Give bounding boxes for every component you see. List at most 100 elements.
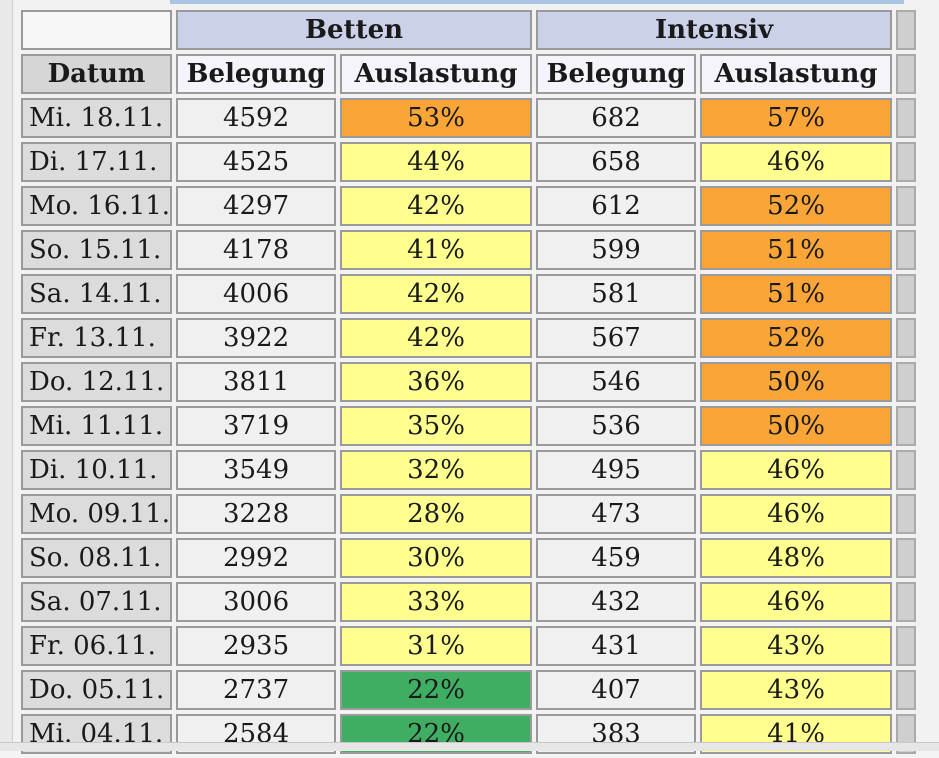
header-top-strip xyxy=(170,0,904,4)
datum-cell: Di. 10.11. xyxy=(21,450,173,490)
scroll-cell xyxy=(896,186,917,226)
intensiv-belegung-cell: 599 xyxy=(536,230,697,270)
intensiv-auslastung-cell: 43% xyxy=(700,626,893,666)
header-intensiv-belegung[interactable]: Belegung xyxy=(536,54,697,94)
header-intensiv-auslastung[interactable]: Auslastung xyxy=(700,54,893,94)
table-row: Sa. 07.11. 3006 33% 432 46% xyxy=(21,582,917,622)
intensiv-belegung-cell: 473 xyxy=(536,494,697,534)
datum-cell: Mi. 18.11. xyxy=(21,98,173,138)
datum-cell: Fr. 06.11. xyxy=(21,626,173,666)
intensiv-auslastung-cell: 50% xyxy=(700,362,893,402)
scroll-cell xyxy=(896,626,917,666)
betten-auslastung-cell: 42% xyxy=(340,186,533,226)
intensiv-auslastung-cell: 46% xyxy=(700,582,893,622)
intensiv-auslastung-cell: 48% xyxy=(700,538,893,578)
datum-cell: Sa. 07.11. xyxy=(21,582,173,622)
datum-cell: So. 08.11. xyxy=(21,538,173,578)
table-row: So. 15.11. 4178 41% 599 51% xyxy=(21,230,917,270)
betten-auslastung-cell: 53% xyxy=(340,98,533,138)
intensiv-belegung-cell: 682 xyxy=(536,98,697,138)
intensiv-belegung-cell: 546 xyxy=(536,362,697,402)
betten-auslastung-cell: 31% xyxy=(340,626,533,666)
scroll-cell xyxy=(896,670,917,710)
betten-auslastung-cell: 28% xyxy=(340,494,533,534)
scroll-cell xyxy=(896,54,917,94)
scroll-cell xyxy=(896,582,917,622)
occupancy-table: Betten Intensiv Datum Belegung Auslastun… xyxy=(17,6,920,758)
betten-belegung-cell: 3006 xyxy=(176,582,337,622)
header-betten-belegung[interactable]: Belegung xyxy=(176,54,337,94)
betten-auslastung-cell: 22% xyxy=(340,670,533,710)
intensiv-auslastung-cell: 51% xyxy=(700,230,893,270)
betten-belegung-cell: 4592 xyxy=(176,98,337,138)
table-row: Mi. 11.11. 3719 35% 536 50% xyxy=(21,406,917,446)
scroll-cell xyxy=(896,406,917,446)
betten-auslastung-cell: 35% xyxy=(340,406,533,446)
scroll-cell xyxy=(896,538,917,578)
betten-belegung-cell: 4178 xyxy=(176,230,337,270)
intensiv-auslastung-cell: 57% xyxy=(700,98,893,138)
intensiv-belegung-cell: 495 xyxy=(536,450,697,490)
intensiv-auslastung-cell: 50% xyxy=(700,406,893,446)
intensiv-auslastung-cell: 52% xyxy=(700,186,893,226)
intensiv-belegung-cell: 581 xyxy=(536,274,697,314)
scroll-cell xyxy=(896,142,917,182)
betten-belegung-cell: 3811 xyxy=(176,362,337,402)
scroll-cell xyxy=(896,98,917,138)
scroll-cell xyxy=(896,362,917,402)
group-header-intensiv: Intensiv xyxy=(536,10,893,50)
table-row: So. 08.11. 2992 30% 459 48% xyxy=(21,538,917,578)
betten-auslastung-cell: 33% xyxy=(340,582,533,622)
table-row: Mo. 09.11. 3228 28% 473 46% xyxy=(21,494,917,534)
intensiv-auslastung-cell: 46% xyxy=(700,450,893,490)
betten-belegung-cell: 2992 xyxy=(176,538,337,578)
scroll-cell xyxy=(896,318,917,358)
table-row: Do. 12.11. 3811 36% 546 50% xyxy=(21,362,917,402)
datum-cell: Fr. 13.11. xyxy=(21,318,173,358)
betten-auslastung-cell: 42% xyxy=(340,274,533,314)
scroll-cell xyxy=(896,230,917,270)
table-row: Mo. 16.11. 4297 42% 612 52% xyxy=(21,186,917,226)
datum-cell: Mo. 09.11. xyxy=(21,494,173,534)
datum-cell: Di. 17.11. xyxy=(21,142,173,182)
datum-cell: Sa. 14.11. xyxy=(21,274,173,314)
bottom-edge xyxy=(0,742,939,751)
intensiv-belegung-cell: 658 xyxy=(536,142,697,182)
betten-belegung-cell: 4006 xyxy=(176,274,337,314)
header-datum[interactable]: Datum xyxy=(21,54,173,94)
table-body: Mi. 18.11. 4592 53% 682 57% Di. 17.11. 4525 44%… xyxy=(21,98,917,754)
intensiv-auslastung-cell: 46% xyxy=(700,142,893,182)
intensiv-auslastung-cell: 52% xyxy=(700,318,893,358)
table-row: Mi. 18.11. 4592 53% 682 57% xyxy=(21,98,917,138)
corner-cell xyxy=(21,10,173,50)
table-row: Di. 10.11. 3549 32% 495 46% xyxy=(21,450,917,490)
betten-auslastung-cell: 41% xyxy=(340,230,533,270)
intensiv-belegung-cell: 567 xyxy=(536,318,697,358)
header-betten-auslastung[interactable]: Auslastung xyxy=(340,54,533,94)
intensiv-belegung-cell: 432 xyxy=(536,582,697,622)
intensiv-auslastung-cell: 43% xyxy=(700,670,893,710)
intensiv-belegung-cell: 612 xyxy=(536,186,697,226)
datum-cell: Do. 12.11. xyxy=(21,362,173,402)
table-row: Fr. 06.11. 2935 31% 431 43% xyxy=(21,626,917,666)
left-edge xyxy=(0,0,13,750)
intensiv-auslastung-cell: 51% xyxy=(700,274,893,314)
betten-auslastung-cell: 42% xyxy=(340,318,533,358)
betten-belegung-cell: 3922 xyxy=(176,318,337,358)
scroll-cell xyxy=(896,450,917,490)
scroll-cell xyxy=(896,494,917,534)
table-row: Fr. 13.11. 3922 42% 567 52% xyxy=(21,318,917,358)
betten-belegung-cell: 3719 xyxy=(176,406,337,446)
scroll-cell xyxy=(896,274,917,314)
betten-auslastung-cell: 32% xyxy=(340,450,533,490)
datum-cell: Do. 05.11. xyxy=(21,670,173,710)
table-row: Do. 05.11. 2737 22% 407 43% xyxy=(21,670,917,710)
betten-belegung-cell: 2935 xyxy=(176,626,337,666)
betten-belegung-cell: 3228 xyxy=(176,494,337,534)
intensiv-belegung-cell: 459 xyxy=(536,538,697,578)
intensiv-belegung-cell: 431 xyxy=(536,626,697,666)
intensiv-auslastung-cell: 46% xyxy=(700,494,893,534)
datum-cell: So. 15.11. xyxy=(21,230,173,270)
column-header-row: Datum Belegung Auslastung Belegung Ausla… xyxy=(21,54,917,94)
